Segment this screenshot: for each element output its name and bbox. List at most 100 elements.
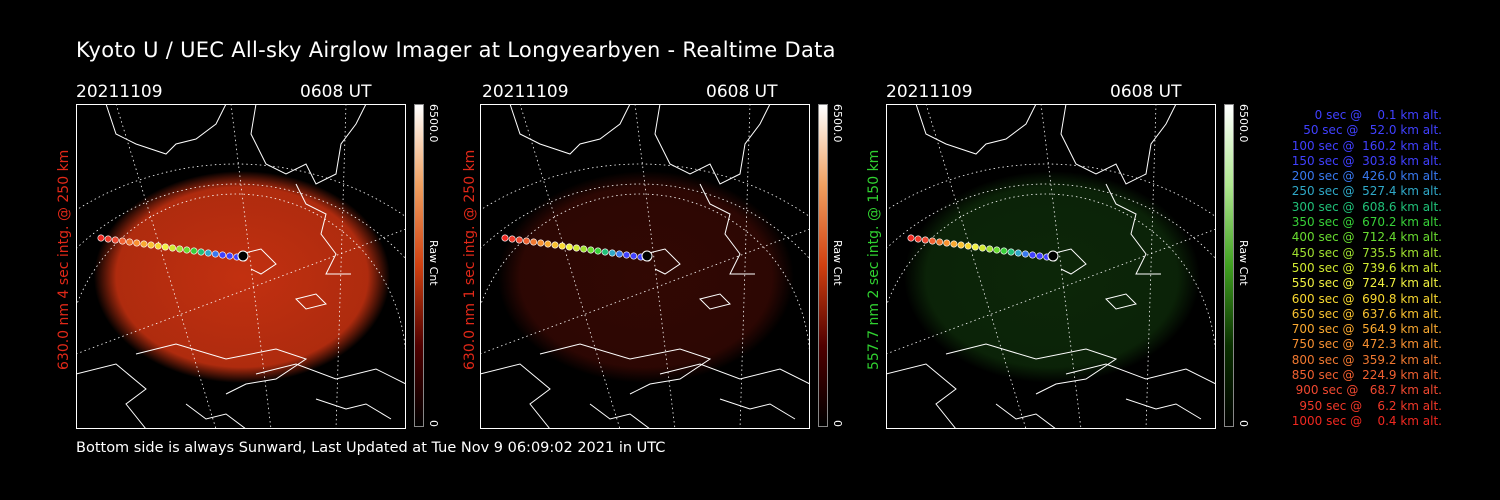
- trajectory-point: [1029, 251, 1037, 259]
- coastline: [539, 343, 712, 395]
- trajectory-point: [587, 246, 595, 254]
- trajectory-point: [219, 251, 227, 259]
- trajectory-point: [161, 243, 169, 251]
- graticule-line: [634, 104, 676, 429]
- trajectory-point: [211, 250, 219, 258]
- page-title: Kyoto U / UEC All-sky Airglow Imager at …: [76, 38, 836, 62]
- panel-1-colorbar: [414, 104, 424, 427]
- legend-row: 650 sec @ 637.6 km alt.: [1287, 306, 1442, 321]
- trajectory-point: [936, 238, 944, 246]
- legend-row: 850 sec @ 224.9 km alt.: [1287, 368, 1442, 383]
- trajectory-point: [608, 249, 616, 257]
- trajectory-point: [1007, 248, 1015, 256]
- graticule-arc: [480, 193, 810, 365]
- coastline: [105, 104, 227, 155]
- trajectory-point: [111, 236, 119, 244]
- graticule-arc: [886, 193, 1216, 365]
- airglow-image: [498, 171, 794, 383]
- coastline: [185, 403, 247, 429]
- legend-row: 400 sec @ 712.4 km alt.: [1287, 230, 1442, 245]
- coastline: [1105, 293, 1137, 310]
- legend-row: 950 sec @ 6.2 km alt.: [1295, 398, 1442, 413]
- trajectory-point: [126, 238, 134, 246]
- panel-3-time: 0608 UT: [1110, 82, 1182, 102]
- trajectory-point: [601, 248, 609, 256]
- panel-1-image: [76, 104, 406, 429]
- coastline: [659, 363, 810, 385]
- graticule-line: [1040, 104, 1082, 429]
- panel-2-wavelength-label: 630.0 nm 1 sec intg. @ 250 km: [462, 149, 478, 370]
- legend-row: 50 sec @ 52.0 km alt.: [1295, 123, 1442, 138]
- graticule-arc: [886, 183, 1216, 260]
- panel-1-wavelength-label: 630.0 nm 4 sec intg. @ 250 km: [56, 149, 72, 370]
- coastline: [295, 183, 351, 275]
- trajectory-point: [565, 243, 573, 251]
- trajectory-point: [508, 235, 516, 243]
- graticule-line: [230, 104, 272, 429]
- coastline: [589, 403, 651, 429]
- legend-row: 0 sec @ 0.1 km alt.: [1303, 108, 1442, 122]
- coastline: [255, 363, 406, 385]
- coastline: [945, 343, 1118, 395]
- coastline: [995, 403, 1057, 429]
- trajectory-point: [118, 237, 126, 245]
- trajectory-point: [154, 242, 162, 250]
- trajectory-point: [943, 239, 951, 247]
- trajectory-point: [140, 240, 148, 248]
- coastline: [699, 293, 731, 310]
- coastline: [1125, 398, 1202, 420]
- panel-2-colorbar: [818, 104, 828, 427]
- graticule-arc: [76, 193, 406, 365]
- launch-site-marker: [237, 250, 249, 262]
- trajectory-point: [197, 248, 205, 256]
- trajectory-point: [986, 245, 994, 253]
- trajectory-point: [630, 252, 638, 260]
- footer-status: Bottom side is always Sunward, Last Upda…: [76, 440, 666, 456]
- panel-frame: [886, 104, 1216, 429]
- legend-row: 300 sec @ 608.6 km alt.: [1287, 199, 1442, 214]
- graticule-line: [886, 228, 1216, 355]
- trajectory-point: [515, 236, 523, 244]
- panel-3-wavelength-label: 557.7 nm 2 sec intg. @ 150 km: [866, 149, 882, 370]
- graticule-line: [76, 228, 406, 355]
- trajectory-point: [169, 244, 177, 252]
- trajectory-point: [551, 241, 559, 249]
- legend-row: 450 sec @ 735.5 km alt.: [1287, 245, 1442, 260]
- trajectory-point: [204, 249, 212, 257]
- trajectory-point: [544, 240, 552, 248]
- panel-1-date: 20211109: [76, 82, 163, 102]
- trajectory-point: [1036, 252, 1044, 260]
- coastline: [915, 104, 1037, 155]
- panel-3-date: 20211109: [886, 82, 973, 102]
- panel-3-colorbar-label: Raw Cnt: [1237, 240, 1250, 286]
- trajectory-point: [615, 250, 623, 258]
- trajectory-point: [907, 234, 915, 242]
- trajectory-point: [530, 238, 538, 246]
- trajectory-point: [921, 236, 929, 244]
- trajectory-point: [1021, 250, 1029, 258]
- legend-row: 900 sec @ 68.7 km alt.: [1291, 383, 1442, 398]
- trajectory-point: [580, 245, 588, 253]
- trajectory-point: [147, 241, 155, 249]
- trajectory-point: [1000, 247, 1008, 255]
- trajectory-legend: 0 sec @ 0.1 km alt. 50 sec @ 52.0 km alt…: [1262, 108, 1442, 429]
- panel-3-colorbar-max: 6500.0: [1237, 104, 1250, 143]
- trajectory-point: [914, 235, 922, 243]
- coastline: [240, 248, 277, 275]
- panel-2-colorbar-label: Raw Cnt: [831, 240, 844, 286]
- panel-3-image: [886, 104, 1216, 429]
- coastline: [1050, 248, 1087, 275]
- graticule-line: [1145, 104, 1157, 429]
- panel-1-colorbar-max: 6500.0: [427, 104, 440, 143]
- coastline: [135, 343, 308, 395]
- graticule-arc: [76, 183, 406, 260]
- coastline: [76, 363, 147, 429]
- legend-row: 800 sec @ 359.2 km alt.: [1287, 352, 1442, 367]
- legend-row: 500 sec @ 739.6 km alt.: [1287, 260, 1442, 275]
- panel-2-time: 0608 UT: [706, 82, 778, 102]
- legend-row: 150 sec @ 303.8 km alt.: [1287, 153, 1442, 168]
- legend-row: 550 sec @ 724.7 km alt.: [1287, 276, 1442, 291]
- coastline: [480, 363, 551, 429]
- panel-1-colorbar-min: 0: [427, 420, 440, 427]
- legend-row: 1000 sec @ 0.4 km alt.: [1291, 413, 1442, 428]
